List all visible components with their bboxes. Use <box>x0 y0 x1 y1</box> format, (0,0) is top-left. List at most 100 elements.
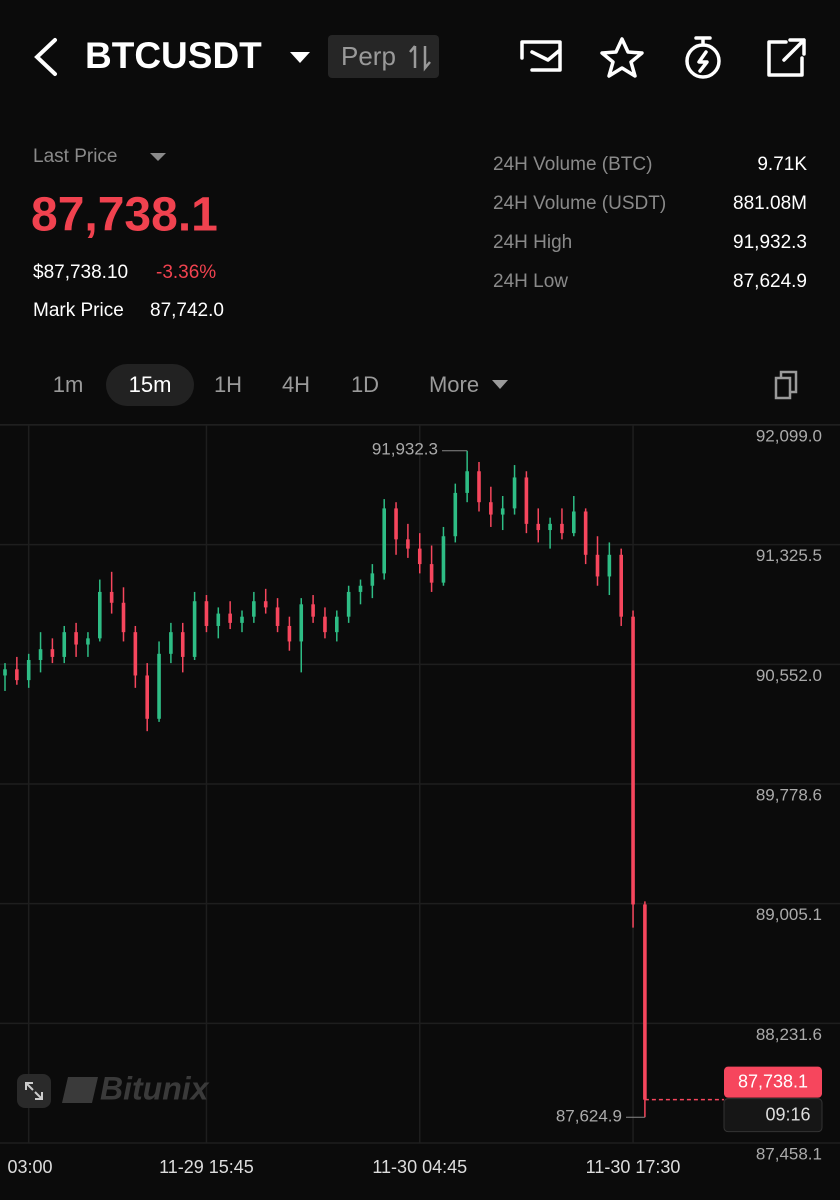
stat-label: 24H High <box>493 232 572 253</box>
mark-price: 87,742.0 <box>150 300 224 321</box>
symbol[interactable]: BTCUSDT <box>85 35 262 76</box>
candle-body <box>121 602 126 633</box>
last-price-label: Last Price <box>33 146 117 167</box>
watermark: Bitunix <box>100 1070 210 1106</box>
stat-label: 24H Volume (BTC) <box>493 154 652 175</box>
candle-body <box>572 511 576 534</box>
countdown-tag <box>723 1098 823 1133</box>
y-tick-label: 87,458.1 <box>756 1144 822 1163</box>
expand-button[interactable] <box>17 1074 51 1108</box>
y-tick-label: 92,099.0 <box>756 426 822 445</box>
candle-body <box>192 601 197 657</box>
candle-body <box>394 508 398 540</box>
candle-body <box>429 564 434 583</box>
candle-body <box>275 607 280 626</box>
candle-body <box>643 904 647 1100</box>
candle-body <box>169 632 173 654</box>
candle-body <box>26 660 31 681</box>
low-label: 87,624.9 <box>556 1107 622 1126</box>
candle-body <box>548 523 552 531</box>
back-button[interactable] <box>34 38 57 76</box>
candle-body <box>512 477 517 509</box>
swap-icon <box>409 45 431 72</box>
candle-body <box>240 616 244 623</box>
stat-label: 24H Low <box>493 271 568 292</box>
timeframe-tab[interactable]: More <box>429 372 479 397</box>
candle-body <box>500 508 505 515</box>
contract-badge[interactable] <box>328 35 439 78</box>
price-change: -3.36% <box>156 262 216 283</box>
candle-body <box>524 477 529 524</box>
candle-body <box>370 573 375 586</box>
favorite-icon[interactable] <box>600 37 644 78</box>
candle-body <box>74 632 78 645</box>
candle-body <box>583 511 588 555</box>
candle-body <box>216 613 221 626</box>
candle-body <box>477 471 481 503</box>
more-caret[interactable] <box>492 380 508 389</box>
candle-body <box>311 604 315 617</box>
last-price-tag-text: 87,738.1 <box>738 1071 808 1091</box>
candle-body <box>417 548 422 565</box>
high-label: 91,932.3 <box>372 439 438 458</box>
candle-body <box>157 653 161 719</box>
candle-body <box>15 669 19 681</box>
timeframe-tab[interactable]: 15m <box>129 372 172 397</box>
candle-body <box>50 649 55 657</box>
contract: Perp <box>341 41 396 71</box>
mark-price-label: Mark Price <box>33 300 124 321</box>
last-price: 87,738.1 <box>31 189 218 242</box>
candle-body <box>86 638 90 645</box>
candle-body <box>619 554 623 617</box>
copy-icon[interactable] <box>774 370 798 400</box>
y-tick-label: 88,231.6 <box>756 1025 822 1044</box>
message-icon[interactable] <box>520 40 562 72</box>
stat-value: 87,624.9 <box>733 271 807 292</box>
candle-body <box>631 616 635 905</box>
timer-hands <box>694 36 712 73</box>
candle-body <box>358 585 363 592</box>
candle-body <box>204 601 209 626</box>
candle-body <box>180 632 185 657</box>
expand-icon <box>25 1082 43 1100</box>
candle-body <box>263 601 268 608</box>
y-tick-label: 90,552.0 <box>756 666 822 685</box>
candle-body <box>595 554 600 577</box>
x-tick-label: 11-29 15:45 <box>159 1157 254 1177</box>
candle-body <box>38 649 43 661</box>
candle-body <box>382 508 386 574</box>
y-tick-label: 89,778.6 <box>756 785 822 804</box>
timeframe-tab[interactable]: 4H <box>282 372 310 397</box>
stat-value: 91,932.3 <box>733 232 807 253</box>
candle-body <box>323 616 327 633</box>
active-tab-bg <box>106 364 194 406</box>
y-tick-label: 91,325.5 <box>756 546 822 565</box>
timeframe-tab[interactable]: 1D <box>351 372 379 397</box>
candle-body <box>299 604 304 642</box>
candle-body <box>441 536 446 583</box>
chart: 03:00 11-29 15:45 11-30 04:45 11-30 17:30 87… <box>0 424 840 1177</box>
symbol-caret[interactable] <box>290 52 310 63</box>
candle-body <box>489 502 493 515</box>
candle-body <box>228 613 232 623</box>
countdown: 09:16 <box>765 1104 810 1124</box>
candle-body <box>133 632 138 676</box>
candle-body <box>607 554 612 577</box>
y-tick-label: 89,005.1 <box>756 905 822 924</box>
candle-body <box>287 625 292 642</box>
timeframe-tab[interactable]: 1m <box>53 372 84 397</box>
timeframe-tab[interactable]: 1H <box>214 372 242 397</box>
stat-value: 9.71K <box>757 154 807 175</box>
toolbar-icons <box>520 36 806 79</box>
last-price-caret[interactable] <box>150 153 166 161</box>
candle-body <box>335 616 339 633</box>
share-icon[interactable] <box>767 38 806 77</box>
candle-body <box>406 539 410 549</box>
stat-label: 24H Volume (USDT) <box>493 193 666 214</box>
candle-body <box>465 471 469 493</box>
candle-body <box>62 632 67 657</box>
candle-body <box>560 523 564 534</box>
candle-body <box>145 675 149 719</box>
